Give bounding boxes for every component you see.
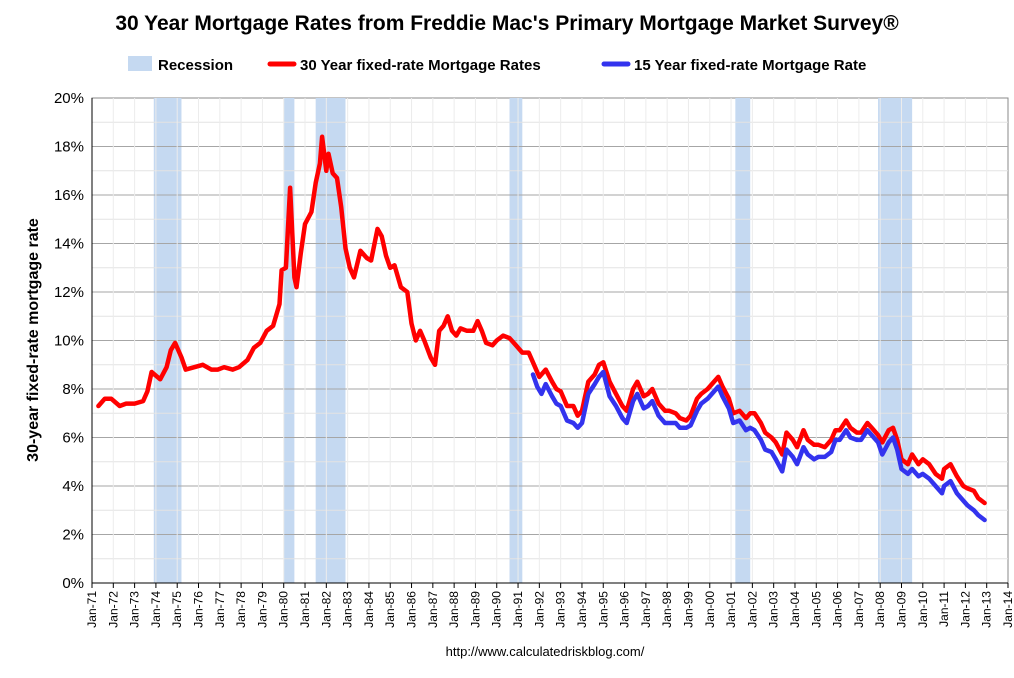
x-tick-label: Jan-99	[681, 591, 695, 628]
x-tick-label: Jan-87	[426, 591, 440, 628]
x-tick-label: Jan-95	[596, 591, 610, 628]
plot-area: 0% 2% 4% 6% 8% 10% 12% 14% 16% 18% 20% Jan-71 Jan-72…	[54, 90, 1014, 628]
legend-label: 30 Year fixed-rate Mortgage Rates	[300, 57, 541, 74]
y-axis-label: 30-year fixed-rate mortgage rate	[25, 218, 42, 462]
x-tick-label: Jan-92	[532, 591, 546, 628]
x-tick-label: Jan-05	[809, 591, 823, 628]
x-tick-label: Jan-97	[639, 591, 653, 628]
y-tick-label: 10%	[54, 333, 84, 350]
x-tick-label: Jan-89	[468, 591, 482, 628]
x-tick-label: Jan-74	[149, 591, 163, 628]
x-tick-label: Jan-08	[873, 591, 887, 628]
x-tick-label: Jan-02	[745, 591, 759, 628]
x-tick-label: Jan-79	[255, 591, 269, 628]
x-tick-label: Jan-01	[724, 591, 738, 628]
x-tick-label: Jan-11	[937, 591, 951, 627]
x-tick-label: Jan-07	[852, 591, 866, 628]
x-tick-label: Jan-10	[916, 591, 930, 628]
x-tick-label: Jan-96	[618, 591, 632, 628]
x-tick-label: Jan-13	[980, 591, 994, 628]
x-tick-label: Jan-84	[362, 591, 376, 628]
x-tick-label: Jan-94	[575, 591, 589, 628]
source-url: http://www.calculatedriskblog.com/	[446, 644, 645, 659]
x-tick-label: Jan-71	[85, 591, 99, 628]
y-tick-label: 16%	[54, 187, 84, 204]
x-tick-label: Jan-12	[958, 591, 972, 628]
legend-label: Recession	[158, 57, 233, 74]
x-tick-label: Jan-06	[831, 591, 845, 628]
y-tick-label: 6%	[62, 430, 84, 447]
series-line-30-year	[96, 134, 987, 506]
x-tick-label: Jan-98	[660, 591, 674, 628]
x-tick-label: Jan-09	[894, 591, 908, 628]
x-tick-label: Jan-04	[788, 591, 802, 628]
x-tick-label: Jan-78	[234, 591, 248, 628]
x-tick-label: Jan-85	[383, 591, 397, 628]
x-tick-label: Jan-80	[277, 591, 291, 628]
x-tick-label: Jan-83	[341, 591, 355, 628]
y-tick-label: 4%	[62, 478, 84, 495]
y-tick-label: 14%	[54, 236, 84, 253]
x-tick-label: Jan-90	[490, 591, 504, 628]
x-tick-label: Jan-77	[213, 591, 227, 628]
x-tick-label: Jan-93	[554, 591, 568, 628]
x-tick-label: Jan-82	[319, 591, 333, 628]
legend-swatch-recession	[128, 56, 152, 71]
y-tick-label: 8%	[62, 381, 84, 398]
x-tick-label: Jan-81	[298, 591, 312, 628]
x-tick-label: Jan-91	[511, 591, 525, 628]
x-tick-label: Jan-72	[106, 591, 120, 628]
x-tick-label: Jan-75	[170, 591, 184, 628]
x-tick-label: Jan-88	[447, 591, 461, 628]
y-tick-label: 0%	[62, 575, 84, 592]
x-tick-label: Jan-76	[192, 591, 206, 628]
y-tick-label: 18%	[54, 139, 84, 156]
chart-legend: Recession 30 Year fixed-rate Mortgage Rat…	[128, 56, 866, 74]
x-tick-label: Jan-00	[703, 591, 717, 628]
x-tick-label: Jan-86	[405, 591, 419, 628]
y-tick-label: 20%	[54, 90, 84, 107]
x-tick-label: Jan-14	[1001, 591, 1014, 628]
legend-label: 15 Year fixed-rate Mortgage Rate	[634, 57, 866, 74]
x-tick-label: Jan-73	[128, 591, 142, 628]
y-tick-label: 12%	[54, 284, 84, 301]
y-tick-label: 2%	[62, 527, 84, 544]
chart-title: 30 Year Mortgage Rates from Freddie Mac'…	[115, 12, 899, 35]
series-line-15-year	[530, 369, 987, 523]
x-tick-label: Jan-03	[767, 591, 781, 628]
